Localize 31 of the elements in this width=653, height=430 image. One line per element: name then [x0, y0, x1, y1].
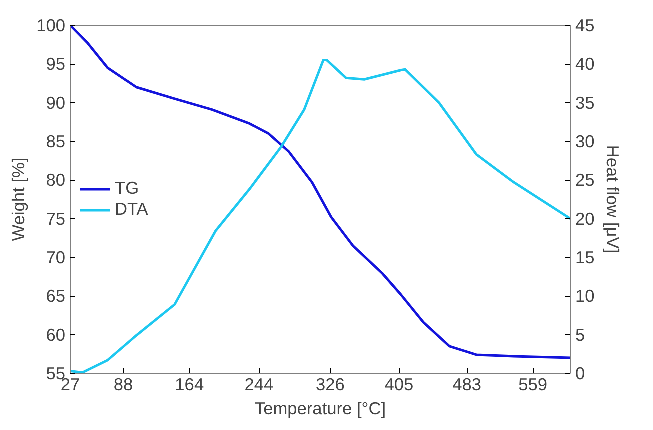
y-tick-label: 75	[46, 208, 66, 229]
y2-tick-label: 45	[576, 16, 595, 36]
y2-tick-label: 35	[576, 92, 595, 113]
y-tick-label: 85	[46, 132, 66, 152]
y-axis-title: Weight [%]	[8, 158, 29, 242]
x-tick-label: 405	[384, 374, 414, 394]
y-tick-label: 65	[46, 286, 66, 306]
y-tick-label: 90	[46, 92, 66, 113]
y2-tick-label: 10	[576, 286, 595, 306]
x-tick-label: 164	[175, 374, 204, 394]
y-tick-label: 100	[36, 16, 66, 36]
y2-tick-label: 20	[576, 208, 595, 229]
y2-tick-label: 40	[576, 54, 595, 74]
y2-tick-label: 15	[576, 248, 595, 268]
y-tick-label: 80	[46, 170, 66, 190]
x-tick-label: 244	[244, 374, 274, 394]
y2-tick-label: 30	[576, 132, 595, 152]
x-tick-label: 326	[316, 374, 345, 394]
y-tick-label: 60	[46, 324, 66, 345]
x-axis-title: Temperature [°C]	[254, 398, 386, 418]
y-tick-label: 95	[46, 54, 66, 74]
x-tick-label: 88	[114, 374, 134, 394]
y2-tick-label: 5	[576, 324, 586, 345]
x-tick-label: 559	[518, 374, 548, 394]
y2-tick-label: 0	[576, 364, 586, 384]
x-tick-label: 483	[452, 374, 482, 394]
y-tick-label: 70	[46, 248, 66, 268]
y2-tick-label: 25	[576, 170, 595, 190]
legend-label: TG	[115, 178, 140, 199]
legend-label: DTA	[115, 199, 148, 220]
y2-axis-title: Heat flow [μV]	[602, 145, 623, 254]
